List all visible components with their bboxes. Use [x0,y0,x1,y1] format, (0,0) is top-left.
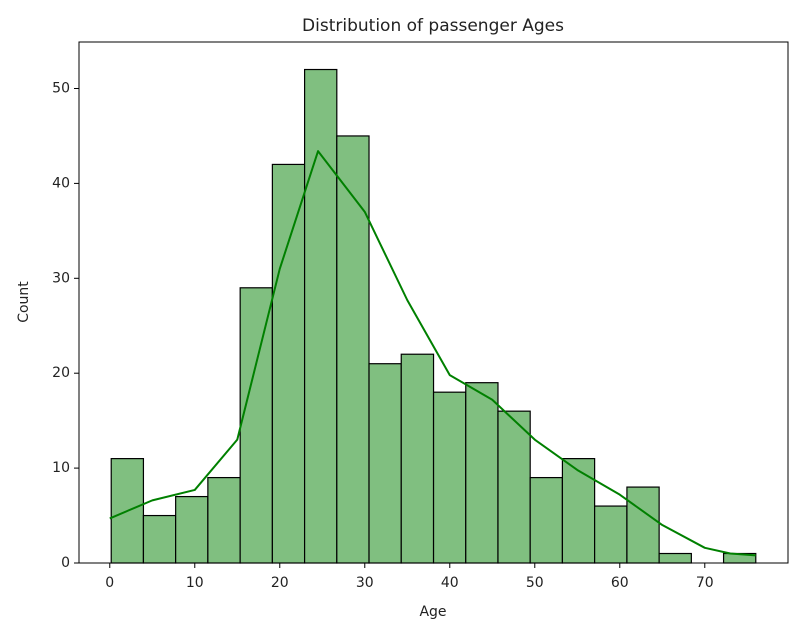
bar [465,382,499,564]
x-tick-label: 10 [186,575,204,591]
bar [271,163,306,564]
chart-title: Distribution of passenger Ages [302,16,564,36]
y-tick-label: 50 [52,81,70,97]
y-axis-label: Count [16,281,32,323]
bar [658,552,692,564]
bar [400,353,435,564]
bar [368,363,402,564]
y-tick-label: 40 [52,175,70,191]
bar [529,476,564,564]
y-tick-label: 10 [52,460,70,476]
bar [239,287,273,564]
bar [303,68,338,564]
bar [432,391,467,564]
x-tick-label: 70 [696,575,714,591]
bar [175,495,209,564]
x-tick-label: 20 [271,575,289,591]
bar [336,135,370,564]
bar [561,458,596,564]
y-tick-label: 30 [52,270,70,286]
bar [594,505,628,564]
kde-line [109,150,756,557]
bar [626,486,660,564]
bar [497,410,531,564]
x-axis-label: Age [419,604,446,620]
y-tick-label: 0 [61,555,70,571]
y-tick-label: 20 [52,365,70,381]
bar [142,514,177,564]
x-tick-label: 30 [356,575,374,591]
bar [207,476,241,564]
x-tick-label: 0 [105,575,114,591]
plot-frame [78,41,789,564]
x-tick-label: 60 [611,575,629,591]
x-tick-label: 50 [526,575,544,591]
x-tick-label: 40 [441,575,459,591]
